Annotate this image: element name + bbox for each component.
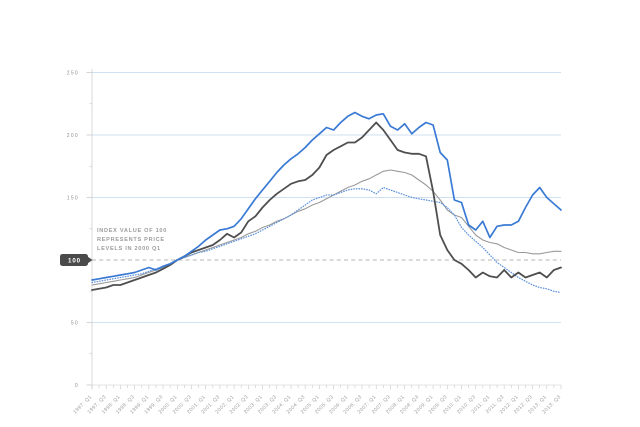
series-dark-gray <box>91 121 562 291</box>
series-lines <box>91 111 562 294</box>
y-axis-labels: 0 50 150 200 250 <box>67 70 79 389</box>
annotation-line-3: LEVELS IN 2000 Q1 <box>97 246 161 252</box>
badge-label: 100 <box>68 258 81 265</box>
y-label-200: 200 <box>67 133 79 139</box>
axes <box>86 69 562 390</box>
annotation-line-1: INDEX VALUE OF 100 <box>97 228 167 234</box>
y-label-250: 250 <box>67 70 79 76</box>
badge-background <box>60 254 88 266</box>
gridlines <box>92 72 561 323</box>
series-blue-solid <box>91 111 562 281</box>
reference-badge: 100 <box>60 254 93 266</box>
badge-arrow-icon <box>87 256 93 264</box>
index-annotation: INDEX VALUE OF 100 REPRESENTS PRICE LEVE… <box>97 228 167 252</box>
annotation-line-2: REPRESENTS PRICE <box>97 237 165 243</box>
y-label-150: 150 <box>67 195 79 201</box>
y-label-0: 0 <box>75 383 79 389</box>
y-label-50: 50 <box>71 320 79 326</box>
